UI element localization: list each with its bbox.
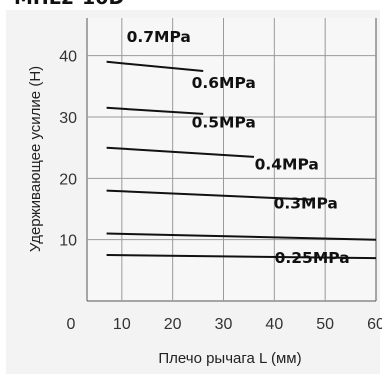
series-group — [106, 60, 377, 260]
x-tick-label: 30 — [215, 316, 233, 333]
header-fragment: MHL2-10D — [14, 0, 124, 9]
x-tick-label: 40 — [265, 316, 283, 333]
series-labels: 0.7MPa 0.6MPa 0.5MPa 0.4MPa 0.3MPa 0.25MPa — [127, 28, 350, 267]
series-line — [106, 60, 204, 72]
series-label: 0.7MPa — [127, 28, 191, 46]
series-line — [106, 106, 204, 115]
series-label: 0.25MPa — [275, 249, 350, 267]
y-tick-label: 30 — [59, 110, 77, 127]
series-label: 0.4MPa — [255, 156, 319, 174]
x-tick-label: 0 — [67, 316, 76, 333]
x-tick-label: 10 — [113, 316, 131, 333]
x-tick-label: 20 — [164, 316, 182, 333]
series-label: 0.5MPa — [192, 114, 256, 132]
y-axis-title: Удерживающее усилие (Н) — [27, 66, 44, 252]
y-tick-label: 10 — [59, 233, 77, 250]
x-tick-labels: 0 10 20 30 40 50 60 — [67, 316, 382, 333]
series-label: 0.3MPa — [274, 195, 338, 213]
y-tick-label: 20 — [59, 171, 77, 188]
series-line — [106, 146, 255, 158]
series-label: 0.6MPa — [192, 74, 256, 92]
y-tick-label: 40 — [59, 49, 77, 66]
y-tick-labels: 10 20 30 40 — [59, 49, 77, 250]
grid — [87, 18, 376, 301]
series-line — [106, 189, 316, 201]
x-axis-title: Плечо рычага L (мм) — [158, 350, 301, 367]
x-tick-label: 60 — [367, 316, 382, 333]
series-line — [106, 232, 377, 241]
series-line — [106, 254, 377, 260]
x-tick-label: 50 — [316, 316, 334, 333]
